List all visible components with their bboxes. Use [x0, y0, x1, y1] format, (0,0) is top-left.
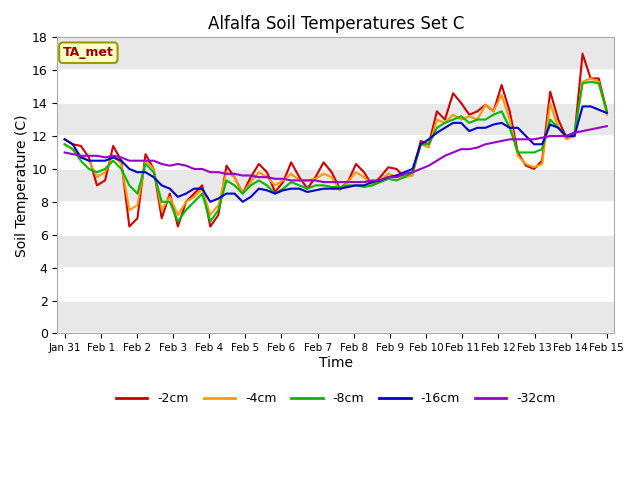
-16cm [554, 125, 562, 131]
-4cm [61, 142, 68, 147]
-16cm [61, 136, 68, 142]
X-axis label: Time: Time [319, 356, 353, 370]
Line: -32cm: -32cm [65, 126, 607, 182]
-32cm [182, 163, 190, 168]
-2cm [554, 117, 562, 122]
Bar [58, 235, 614, 268]
Text: TA_met: TA_met [63, 46, 114, 59]
-32cm [320, 179, 328, 185]
-16cm [498, 120, 506, 126]
Line: -16cm: -16cm [65, 107, 607, 202]
-4cm [174, 212, 182, 218]
-16cm [433, 130, 441, 136]
-32cm [287, 178, 295, 183]
-4cm [458, 117, 465, 122]
Legend: -2cm, -4cm, -8cm, -16cm, -32cm: -2cm, -4cm, -8cm, -16cm, -32cm [111, 387, 561, 410]
Bar [58, 136, 614, 169]
-2cm [579, 51, 586, 57]
Bar [58, 268, 614, 300]
-2cm [458, 100, 465, 106]
-16cm [547, 121, 554, 127]
-16cm [603, 110, 611, 116]
Line: -8cm: -8cm [65, 82, 607, 222]
Title: Alfalfa Soil Temperatures Set C: Alfalfa Soil Temperatures Set C [207, 15, 464, 33]
-2cm [61, 136, 68, 142]
-8cm [563, 133, 570, 139]
-2cm [563, 135, 570, 141]
Y-axis label: Soil Temperature (C): Soil Temperature (C) [15, 114, 29, 257]
-4cm [547, 100, 554, 106]
-16cm [579, 104, 586, 109]
-4cm [554, 125, 562, 131]
-8cm [603, 108, 611, 114]
-8cm [174, 219, 182, 225]
-2cm [125, 224, 133, 229]
-4cm [587, 75, 595, 81]
-8cm [433, 125, 441, 131]
-4cm [563, 136, 570, 142]
Bar [58, 103, 614, 136]
-8cm [554, 125, 562, 131]
Line: -4cm: -4cm [65, 78, 607, 215]
-16cm [563, 133, 570, 139]
Bar [58, 300, 614, 334]
-8cm [498, 108, 506, 114]
-4cm [433, 117, 441, 122]
-16cm [207, 199, 214, 204]
-32cm [554, 133, 562, 139]
-2cm [433, 108, 441, 114]
-2cm [603, 108, 611, 114]
-8cm [61, 142, 68, 147]
-32cm [603, 123, 611, 129]
-32cm [61, 150, 68, 156]
-2cm [547, 89, 554, 95]
-32cm [376, 178, 384, 183]
Line: -2cm: -2cm [65, 54, 607, 227]
Bar [58, 37, 614, 70]
Bar [58, 169, 614, 202]
-8cm [458, 113, 465, 119]
-32cm [385, 174, 392, 180]
-2cm [498, 82, 506, 88]
Bar [58, 70, 614, 103]
Bar [58, 202, 614, 235]
-16cm [458, 120, 465, 126]
-32cm [190, 166, 198, 172]
-8cm [547, 117, 554, 122]
-4cm [603, 112, 611, 118]
-8cm [587, 79, 595, 84]
-4cm [498, 92, 506, 98]
